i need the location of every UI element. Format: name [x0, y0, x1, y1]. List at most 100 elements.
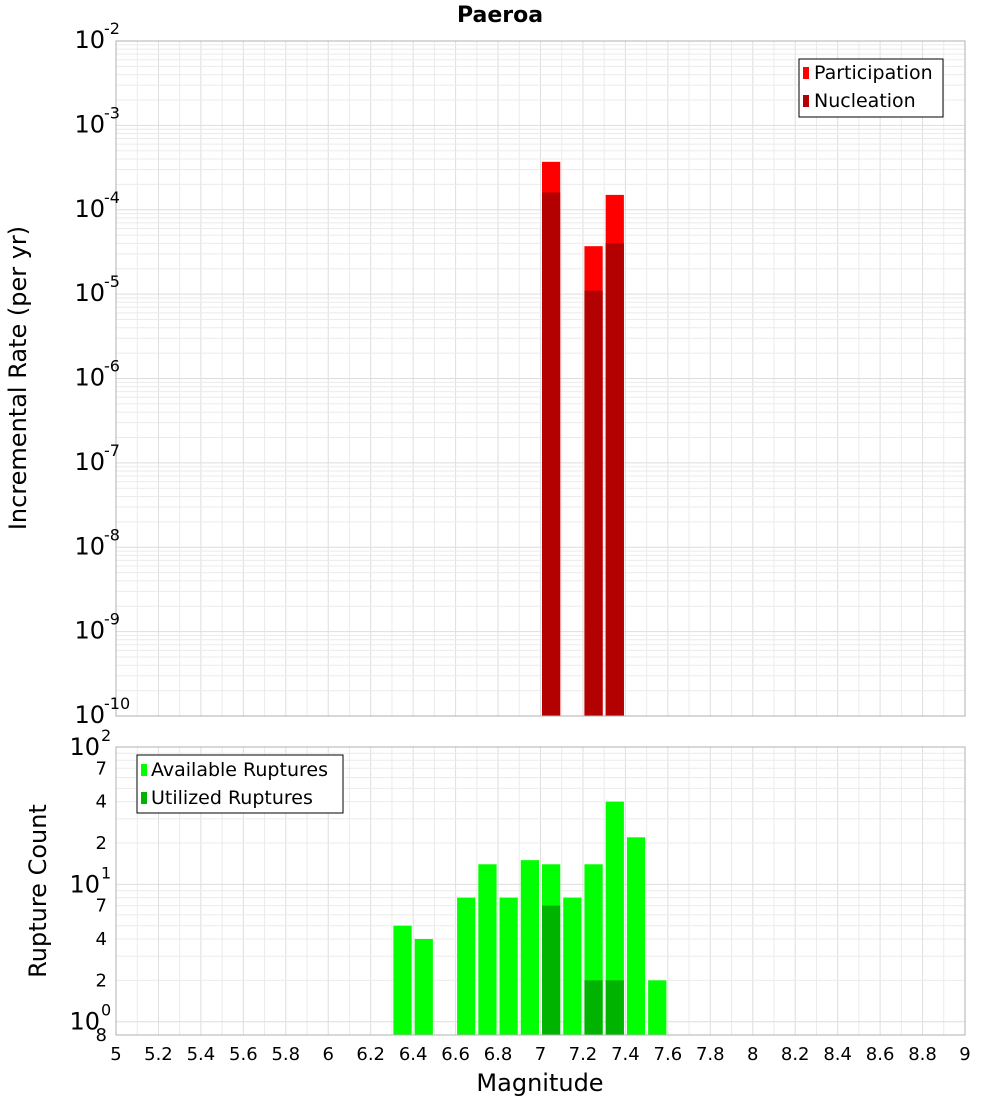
bottom-y-minor-tick-label: 8 [96, 1025, 107, 1046]
x-ticks: 5 5.2 5.4 5.6 5.8 6 6.2 6.4 6.6 6.8 7 7.2 7.4 7.6 7.8 8… [110, 1044, 970, 1065]
top-y-tick-label: 10 -5 [74, 272, 120, 307]
x-tick-label: 6.8 [484, 1044, 513, 1065]
bottom-bar-available-ruptures [626, 837, 646, 1035]
bottom-plot-frame [115, 746, 966, 1036]
top-y-tick-label: 10 -8 [74, 525, 120, 560]
tick-base: 10 [74, 195, 105, 223]
bottom-y-minor-tick-label: 2 [96, 970, 107, 991]
x-tick-label: 5.2 [144, 1044, 173, 1065]
top-bar-nucleation [542, 192, 561, 717]
x-tick-label: 5 [110, 1044, 121, 1065]
top-plot-frame [115, 40, 966, 717]
bottom-y-minor-tick-label: 2 [96, 833, 107, 854]
x-tick-label: 8.4 [823, 1044, 852, 1065]
bottom-y-minor-tick-label: 7 [96, 896, 107, 917]
bottom-y-tick-label: 10 1 [69, 863, 111, 898]
tick-exponent: 0 [101, 1001, 111, 1020]
bottom-bar-available-ruptures [605, 801, 624, 1035]
bottom-y-minor-tick-label: 4 [96, 929, 107, 950]
tick-exponent: -3 [104, 103, 120, 122]
bottom-bar-available-ruptures [414, 939, 433, 1035]
tick-exponent: -6 [104, 357, 120, 376]
tick-base: 10 [69, 870, 100, 898]
x-tick-label: 7.2 [569, 1044, 598, 1065]
bottom-bar-available-ruptures [457, 897, 476, 1035]
bottom-bar-available-ruptures [520, 860, 539, 1035]
legend-swatch-participation [803, 67, 809, 79]
x-tick-label: 5.4 [187, 1044, 216, 1065]
x-tick-label: 8.6 [866, 1044, 895, 1065]
tick-base: 10 [74, 448, 105, 476]
legend-swatch-utilized [141, 792, 147, 804]
tick-exponent: 2 [101, 726, 111, 745]
bottom-bar-utilized-ruptures [542, 905, 561, 1035]
bottom-y-tick-label: 10 0 [69, 1001, 111, 1036]
tick-exponent: -2 [104, 19, 120, 38]
tick-exponent: -8 [104, 525, 120, 544]
tick-base: 10 [74, 26, 105, 54]
tick-exponent: -7 [104, 441, 120, 460]
legend-label-participation: Participation [814, 62, 933, 84]
tick-exponent: -5 [104, 272, 120, 291]
tick-exponent: -4 [104, 188, 120, 207]
tick-base: 10 [74, 532, 105, 560]
chart-title: Paeroa [457, 3, 543, 28]
bottom-y-axis-label: Rupture Count [24, 804, 52, 978]
x-tick-label: 6.2 [356, 1044, 385, 1065]
x-tick-label: 8.8 [908, 1044, 937, 1065]
top-grid [115, 41, 966, 717]
bottom-bars [393, 801, 667, 1035]
top-bar-nucleation [605, 243, 624, 717]
x-tick-label: 5.8 [271, 1044, 300, 1065]
tick-exponent: -10 [104, 694, 130, 713]
x-tick-label: 6 [323, 1044, 334, 1065]
tick-base: 10 [74, 701, 105, 729]
legend-swatch-nucleation [803, 95, 809, 107]
tick-base: 10 [74, 110, 105, 138]
top-y-tick-label: 10 -2 [74, 19, 120, 54]
top-bar-nucleation [584, 290, 603, 716]
x-tick-label: 7.4 [611, 1044, 640, 1065]
top-bars [542, 161, 624, 717]
x-tick-label: 8 [747, 1044, 758, 1065]
bottom-y-minor-tick-label: 7 [96, 758, 107, 779]
bottom-bar-utilized-ruptures [605, 980, 624, 1035]
legend-swatch-available [141, 764, 147, 776]
legend-label-available: Available Ruptures [151, 759, 328, 781]
legend-label-nucleation: Nucleation [814, 90, 916, 112]
bottom-y-minor-tick-label: 4 [96, 792, 107, 813]
top-legend: Participation Nucleation [798, 58, 944, 118]
tick-base: 10 [69, 1008, 100, 1036]
top-y-axis-label: Incremental Rate (per yr) [4, 226, 32, 530]
x-tick-label: 7 [535, 1044, 546, 1065]
top-y-tick-label: 10 -3 [74, 103, 120, 138]
tick-exponent: -9 [104, 610, 120, 629]
tick-base: 10 [74, 617, 105, 645]
legend-label-utilized: Utilized Ruptures [151, 787, 313, 809]
top-y-tick-label: 10 -7 [74, 441, 120, 476]
top-y-tick-label: 10 -9 [74, 610, 120, 645]
x-axis-label: Magnitude [476, 1069, 603, 1097]
x-tick-label: 6.4 [399, 1044, 428, 1065]
bottom-y-tick-label: 10 2 [69, 726, 111, 761]
top-y-tick-label: 10 -4 [74, 188, 120, 223]
tick-base: 10 [74, 364, 105, 392]
x-tick-label: 5.6 [229, 1044, 258, 1065]
x-tick-label: 9 [959, 1044, 970, 1065]
bottom-bar-available-ruptures [648, 980, 667, 1035]
top-y-tick-label: 10 -6 [74, 357, 120, 392]
bottom-bar-available-ruptures [563, 897, 582, 1035]
x-tick-label: 6.6 [441, 1044, 470, 1065]
bottom-legend: Available Ruptures Utilized Ruptures [136, 754, 344, 814]
tick-base: 10 [74, 279, 105, 307]
bottom-bar-available-ruptures [478, 864, 497, 1035]
top-y-tick-label: 10 -10 [74, 694, 130, 729]
tick-base: 10 [69, 733, 100, 761]
bottom-bar-available-ruptures [499, 897, 518, 1035]
bottom-bar-available-ruptures [393, 925, 412, 1035]
x-tick-label: 7.6 [654, 1044, 683, 1065]
x-tick-label: 7.8 [696, 1044, 725, 1065]
